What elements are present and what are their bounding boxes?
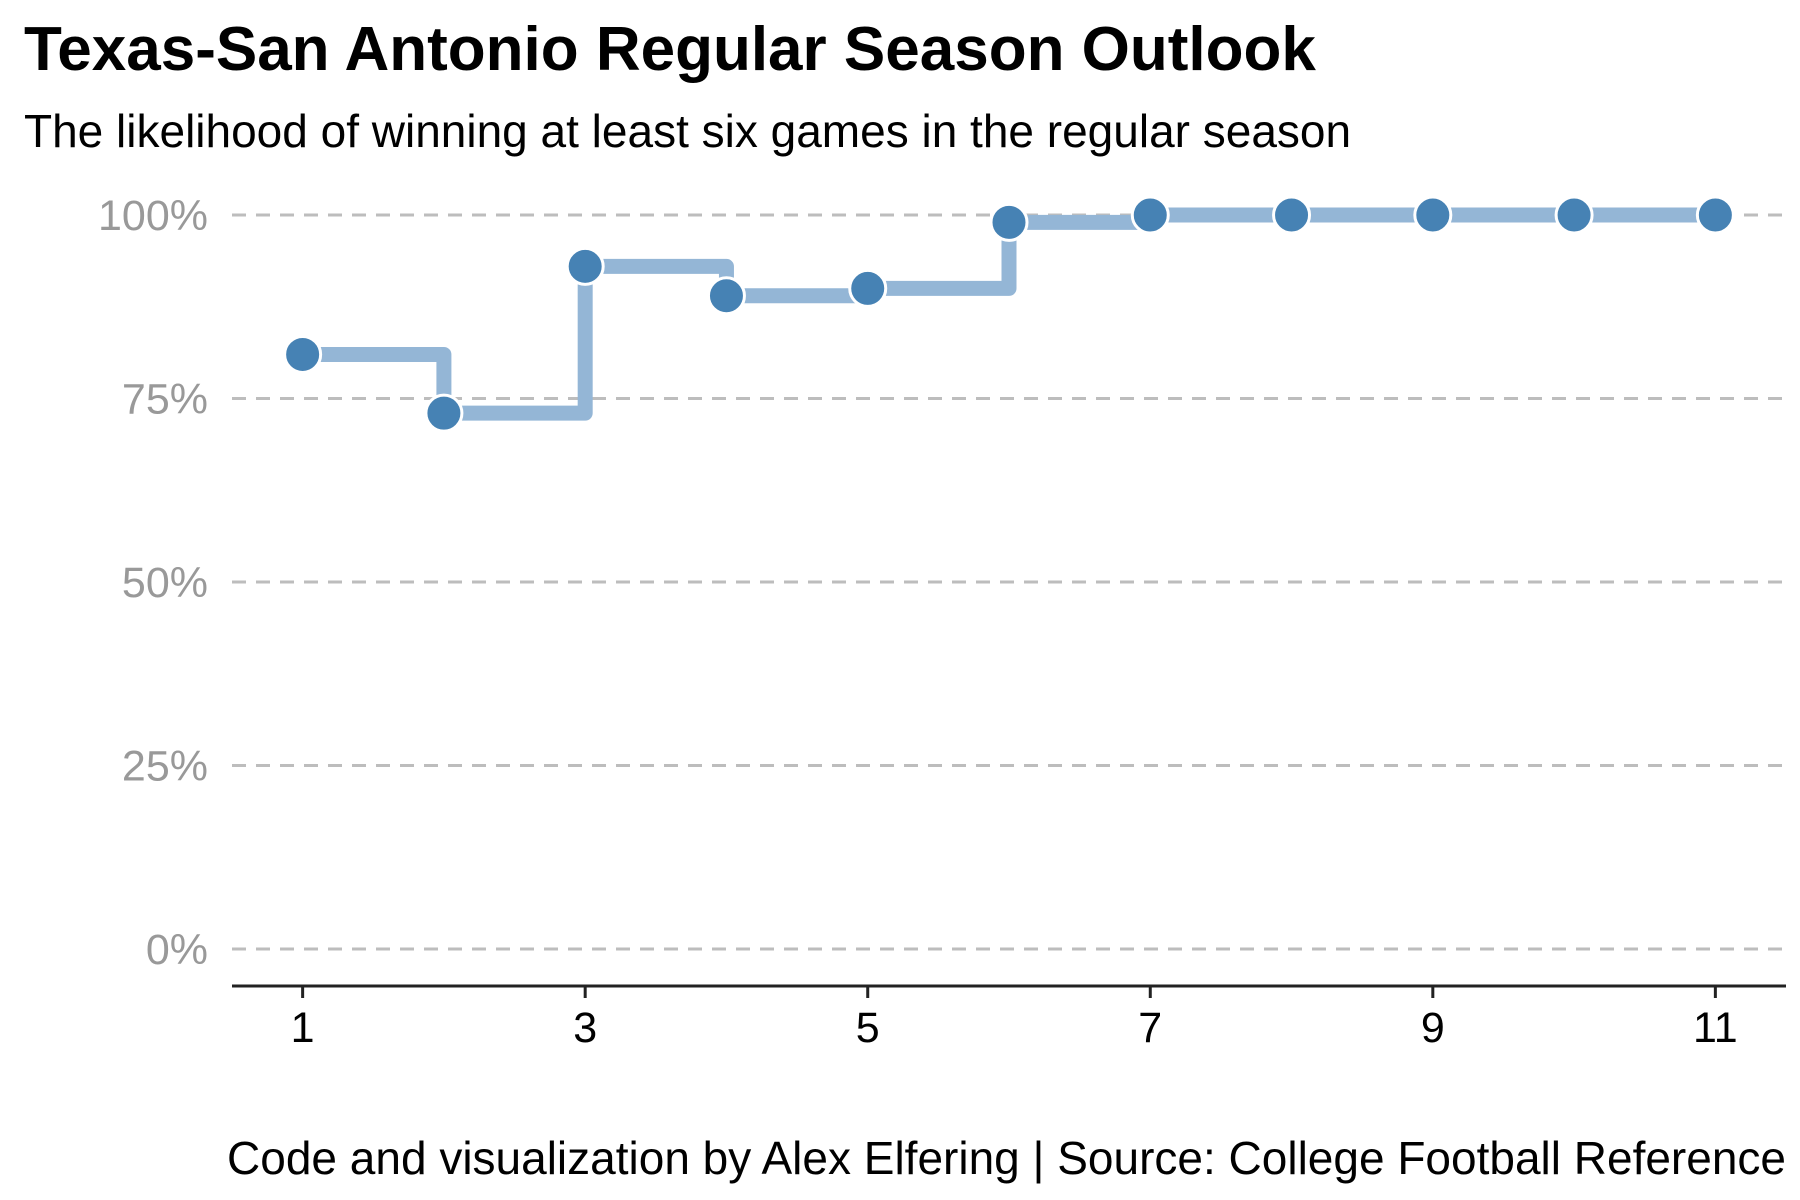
data-point bbox=[1554, 195, 1594, 235]
x-tick-label: 3 bbox=[573, 1004, 597, 1052]
data-point bbox=[1695, 195, 1735, 235]
x-axis-ticks: 1 3 5 7 9 11 bbox=[291, 986, 1738, 1052]
x-tick-label: 5 bbox=[856, 1004, 880, 1052]
data-point bbox=[989, 202, 1029, 242]
chart-title: Texas-San Antonio Regular Season Outlook bbox=[24, 15, 1316, 84]
grid-lines bbox=[232, 213, 1786, 951]
data-point bbox=[283, 334, 323, 374]
y-tick-label: 100% bbox=[98, 192, 208, 240]
data-point bbox=[1272, 195, 1312, 235]
chart-caption: Code and visualization by Alex Elfering … bbox=[227, 1132, 1786, 1184]
data-points bbox=[283, 195, 1735, 433]
data-point bbox=[424, 393, 464, 433]
chart-subtitle: The likelihood of winning at least six g… bbox=[24, 105, 1352, 157]
data-point bbox=[848, 268, 888, 308]
data-point bbox=[1413, 195, 1453, 235]
y-tick-label: 75% bbox=[122, 376, 208, 424]
y-tick-label: 50% bbox=[122, 559, 208, 607]
x-tick-label: 9 bbox=[1421, 1004, 1445, 1052]
x-tick-label: 7 bbox=[1138, 1004, 1162, 1052]
x-tick-label: 1 bbox=[291, 1004, 315, 1052]
x-tick-label: 11 bbox=[1693, 1004, 1738, 1052]
data-point bbox=[565, 246, 605, 286]
data-point bbox=[706, 276, 746, 316]
y-tick-label: 0% bbox=[146, 926, 208, 974]
y-axis-ticks: 0% 25% 50% 75% 100% bbox=[98, 192, 208, 974]
data-point bbox=[1130, 195, 1170, 235]
step-line bbox=[295, 207, 1723, 421]
y-tick-label: 25% bbox=[122, 743, 208, 791]
